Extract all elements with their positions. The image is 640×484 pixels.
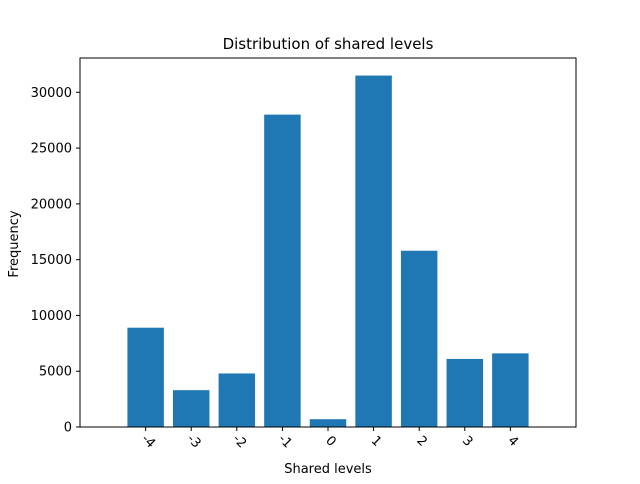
x-tick-label: -1 <box>275 432 295 452</box>
x-tick-label: -2 <box>229 432 249 452</box>
bar--4 <box>127 327 164 427</box>
bar--3 <box>173 390 210 427</box>
y-tick-label: 10000 <box>31 309 72 324</box>
y-axis-label: Frequency <box>7 210 22 277</box>
y-tick-label: 25000 <box>31 142 72 157</box>
bar-1 <box>355 75 392 428</box>
bar-2 <box>400 250 438 427</box>
y-tick-label: 15000 <box>31 253 72 268</box>
x-tick-label: 4 <box>505 433 521 449</box>
x-tick-label: -3 <box>184 432 204 452</box>
plot-area: 0 5000 10000 15000 20000 25000 30000 -4 -3 -2 -1 0 1… <box>31 57 577 452</box>
x-axis-label: Shared levels <box>284 462 372 477</box>
x-tick-label: 3 <box>459 433 475 449</box>
y-tick-label: 0 <box>64 421 72 436</box>
bar--2 <box>218 373 256 427</box>
y-tick-label: 30000 <box>31 86 72 101</box>
x-tick-label: 0 <box>322 433 338 449</box>
x-tick-label: 2 <box>413 433 429 449</box>
x-tick-label: 1 <box>368 433 384 449</box>
chart-title: Distribution of shared levels <box>223 35 434 53</box>
y-tick-label: 20000 <box>31 197 72 212</box>
y-tick-label: 5000 <box>39 365 72 380</box>
x-tick-label: -4 <box>138 432 158 452</box>
bar--1 <box>264 114 301 427</box>
bar-0 <box>309 419 347 427</box>
bar-3 <box>446 358 483 427</box>
bar-4 <box>492 353 529 427</box>
